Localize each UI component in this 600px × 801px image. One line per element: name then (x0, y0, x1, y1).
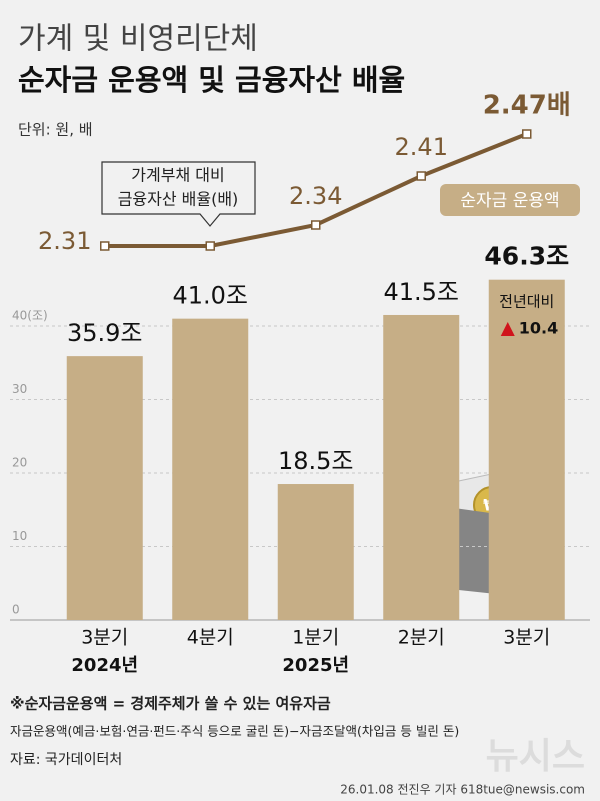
value-label: 35.9조 (67, 319, 143, 347)
value-label: 18.5조 (278, 447, 354, 475)
line-value-label: 2.41 (395, 133, 448, 161)
bar (488, 279, 565, 620)
marker (522, 129, 532, 139)
marker (100, 241, 110, 251)
change-label: 전년대비 (499, 293, 554, 311)
legend-label: 순자금 운용액 (460, 191, 559, 211)
bar (66, 356, 143, 620)
chart-title: 가계 및 비영리단체 (18, 22, 258, 57)
marker (311, 220, 321, 230)
legend-tag (440, 184, 580, 216)
y-tick-label: 20 (12, 456, 27, 470)
year-label: 2024년 (71, 655, 138, 676)
line-value-label: 2.34 (289, 182, 342, 210)
note: 자금운용액(예금·보험·연금·펀드·주식 등으로 굴린 돈)−자금조달액(차입금… (10, 724, 459, 739)
x-tick-label: 3분기 (503, 627, 550, 649)
line-value-label: 2.31 (38, 227, 91, 255)
callout-box (101, 161, 256, 227)
change-value: 10.4 (519, 319, 558, 338)
x-tick-label: 2분기 (398, 627, 445, 649)
x-tick-label: 3분기 (81, 627, 128, 649)
x-tick-label: 1분기 (292, 627, 339, 649)
chart-subtitle: 순자금 운용액 및 금융자산 배율 (18, 63, 405, 97)
marker (416, 171, 426, 181)
unit-label: 단위: 원, 배 (18, 121, 93, 139)
callout-text: 가계부채 대비 (131, 166, 224, 185)
value-label: 46.3조 (484, 242, 569, 271)
y-tick-label: 30 (12, 382, 27, 396)
callout-text: 금융자산 배율(배) (118, 190, 239, 209)
bar (277, 484, 354, 620)
bar (172, 318, 249, 620)
value-label: 41.5조 (383, 278, 459, 306)
x-tick-label: 4분기 (187, 627, 234, 649)
y-tick-label: 0 (12, 603, 20, 617)
source: 자료: 국가데이터처 (10, 752, 122, 768)
marker (205, 241, 215, 251)
credit: 26.01.08 전진우 기자 618tue@newsis.com (340, 783, 585, 797)
logo: 뉴시스 (486, 736, 585, 777)
change-arrow (500, 322, 515, 336)
note: ※순자금운용액 = 경제주체가 쓸 수 있는 여유자금 (10, 695, 331, 713)
year-label: 2025년 (282, 655, 349, 676)
y-tick-label: 10 (12, 529, 27, 543)
line-value-label: 2.47배 (483, 91, 571, 121)
value-label: 41.0조 (172, 282, 248, 310)
bar (383, 314, 460, 620)
y-tick-label: 40(조) (12, 309, 48, 323)
